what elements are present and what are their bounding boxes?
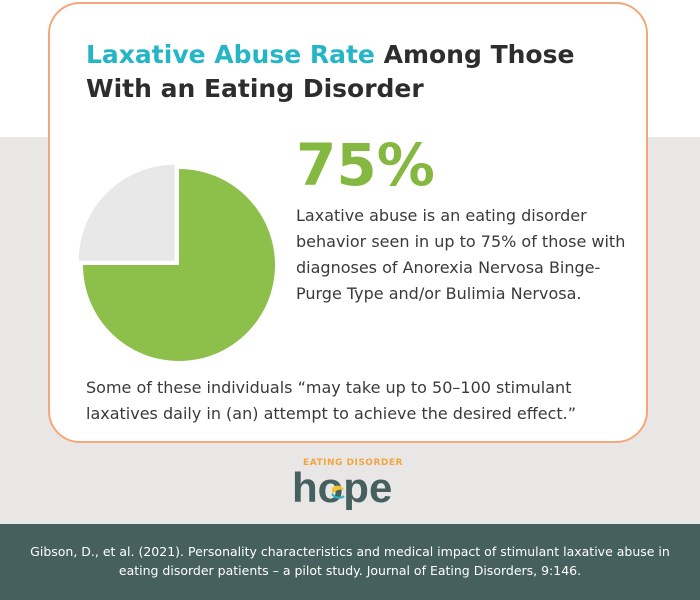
stat-value: 75% [296, 131, 435, 199]
pie-slice-75 [83, 169, 275, 361]
quote-text: Some of these individuals “may take up t… [86, 378, 577, 423]
pie-slice-25 [78, 164, 175, 261]
logo-tagline: EATING DISORDER [303, 458, 403, 468]
logo-wordmark: hope [292, 468, 392, 510]
citation-footer: Gibson, D., et al. (2021). Personality c… [0, 524, 700, 600]
eating-disorder-hope-logo: EATING DISORDER hope [292, 458, 410, 510]
leaf-icon [332, 485, 344, 494]
page-title: Laxative Abuse Rate Among Those With an … [86, 38, 626, 106]
stat-description: Laxative abuse is an eating disorder beh… [296, 206, 626, 303]
title-rest: Among Those With an Eating Disorder [86, 40, 575, 103]
swoosh-icon [331, 493, 345, 499]
citation-text: Gibson, D., et al. (2021). Personality c… [30, 544, 670, 578]
pie-chart [78, 164, 275, 361]
title-highlight: Laxative Abuse Rate [86, 40, 375, 69]
